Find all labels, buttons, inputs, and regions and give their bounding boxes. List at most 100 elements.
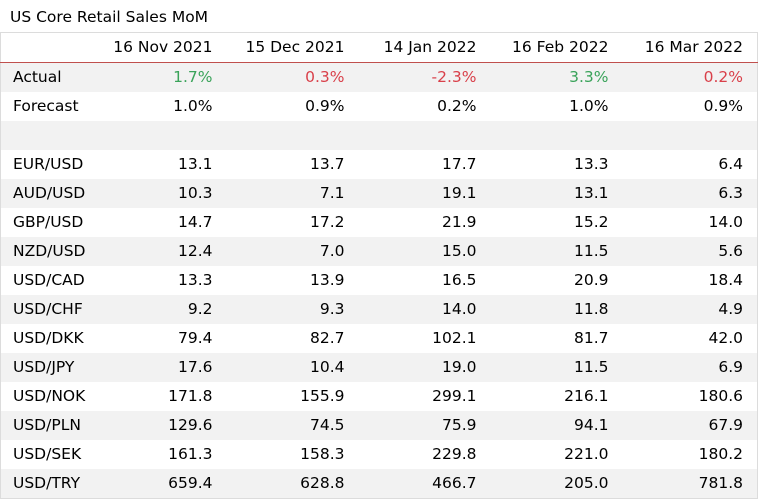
- table-cell: 13.1: [573, 184, 609, 202]
- table-cell: 10.4: [309, 358, 345, 376]
- table-cell: 11.8: [573, 300, 609, 318]
- table-cell: 13.1: [177, 155, 213, 173]
- row-label: Actual: [13, 68, 62, 86]
- table-row: EUR/USD 13.1 13.7 17.7 13.3 6.4: [1, 150, 758, 179]
- table-cell: 12.4: [177, 242, 213, 260]
- table-row: USD/TRY 659.4 628.8 466.7 205.0 781.8: [0, 469, 758, 499]
- column-header: 15 Dec 2021: [245, 38, 345, 56]
- table-cell: 216.1: [564, 387, 609, 405]
- column-header: 16 Mar 2022: [644, 38, 743, 56]
- table-cell: 205.0: [564, 474, 609, 492]
- table-cell: 6.9: [718, 358, 743, 376]
- table-cell: 13.3: [177, 271, 213, 289]
- actual-row: Actual 1.7% 0.3% -2.3% 3.3% 0.2%: [0, 62, 758, 92]
- table-cell: 16.5: [441, 271, 477, 289]
- table-row: NZD/USD 12.4 7.0 15.0 11.5 5.6: [0, 237, 758, 266]
- row-label: USD/SEK: [13, 445, 82, 463]
- row-label: USD/PLN: [13, 416, 81, 434]
- table-cell: 229.8: [432, 445, 477, 463]
- table-cell: 15.2: [573, 213, 609, 231]
- table-cell: 75.9: [441, 416, 477, 434]
- table-cell: 221.0: [564, 445, 609, 463]
- table-row: GBP/USD 14.7 17.2 21.9 15.2 14.0: [1, 208, 758, 237]
- table-cell: 180.6: [698, 387, 743, 405]
- table-cell: 19.0: [441, 358, 477, 376]
- table-row: USD/CAD 13.3 13.9 16.5 20.9 18.4: [1, 266, 758, 295]
- row-label: USD/TRY: [13, 474, 81, 492]
- row-label: USD/DKK: [13, 329, 84, 347]
- table-cell: 10.3: [177, 184, 213, 202]
- column-header: 16 Nov 2021: [113, 38, 213, 56]
- forecast-row: Forecast 1.0% 0.9% 0.2% 1.0% 0.9%: [1, 92, 758, 121]
- table-cell: 18.4: [708, 271, 743, 289]
- table-cell: 11.5: [573, 358, 609, 376]
- table-cell: 4.9: [718, 300, 743, 318]
- table-row: USD/DKK 79.4 82.7 102.1 81.7 42.0: [1, 324, 758, 353]
- table-cell: 20.9: [573, 271, 609, 289]
- forecast-value: 0.2%: [437, 97, 477, 115]
- table-cell: 13.9: [309, 271, 345, 289]
- table-cell: 81.7: [573, 329, 609, 347]
- forecast-value: 0.9%: [305, 97, 345, 115]
- table-cell: 21.9: [441, 213, 477, 231]
- table-cell: 129.6: [168, 416, 213, 434]
- table-cell: 158.3: [300, 445, 345, 463]
- table-cell: 102.1: [432, 329, 477, 347]
- row-label: USD/JPY: [13, 358, 75, 376]
- column-header: 14 Jan 2022: [383, 38, 477, 56]
- forecast-value: 0.9%: [703, 97, 743, 115]
- table-cell: 155.9: [300, 387, 345, 405]
- table-cell: 14.0: [708, 213, 743, 231]
- table-cell: 6.4: [718, 155, 743, 173]
- table-cell: 17.2: [309, 213, 345, 231]
- row-label: AUD/USD: [13, 184, 86, 202]
- actual-value: 3.3%: [569, 68, 609, 86]
- table-cell: 659.4: [168, 474, 213, 492]
- table-cell: 9.3: [319, 300, 345, 318]
- table-cell: 9.2: [187, 300, 213, 318]
- table-cell: 82.7: [309, 329, 345, 347]
- table-cell: 67.9: [708, 416, 743, 434]
- table-cell: 161.3: [168, 445, 213, 463]
- table-cell: 42.0: [708, 329, 743, 347]
- table-cell: 15.0: [441, 242, 477, 260]
- table-cell: 14.0: [441, 300, 477, 318]
- table-cell: 79.4: [177, 329, 213, 347]
- row-label: EUR/USD: [13, 155, 84, 173]
- table-cell: 7.0: [319, 242, 345, 260]
- table-cell: 180.2: [698, 445, 743, 463]
- table-cell: 11.5: [573, 242, 609, 260]
- row-label: USD/CHF: [13, 300, 83, 318]
- row-label: USD/CAD: [13, 271, 85, 289]
- table-cell: 7.1: [319, 184, 345, 202]
- data-table: 16 Nov 2021 15 Dec 2021 14 Jan 2022 16 F…: [0, 32, 758, 499]
- table-row: USD/NOK 171.8 155.9 299.1 216.1 180.6: [1, 382, 758, 411]
- table-cell: 17.7: [441, 155, 477, 173]
- table-cell: 781.8: [698, 474, 743, 492]
- table-cell: 299.1: [432, 387, 477, 405]
- header-row: 16 Nov 2021 15 Dec 2021 14 Jan 2022 16 F…: [0, 32, 758, 63]
- forecast-value: 1.0%: [173, 97, 213, 115]
- row-label: GBP/USD: [13, 213, 84, 231]
- table-cell: 5.6: [718, 242, 743, 260]
- table-cell: 94.1: [573, 416, 609, 434]
- row-label: Forecast: [13, 97, 79, 115]
- table-row: USD/SEK 161.3 158.3 229.8 221.0 180.2: [1, 440, 758, 469]
- table-row: USD/PLN 129.6 74.5 75.9 94.1 67.9: [0, 411, 758, 440]
- table-row: USD/CHF 9.2 9.3 14.0 11.8 4.9: [0, 295, 758, 324]
- row-label: USD/NOK: [13, 387, 86, 405]
- row-label: NZD/USD: [13, 242, 86, 260]
- spacer-cell: [1, 121, 758, 150]
- spacer-row: [0, 121, 758, 150]
- header-corner: [1, 33, 91, 63]
- table-cell: 74.5: [309, 416, 345, 434]
- actual-value: 1.7%: [173, 68, 213, 86]
- table-cell: 13.7: [309, 155, 345, 173]
- table-cell: 17.6: [177, 358, 213, 376]
- table-title: US Core Retail Sales MoM: [10, 8, 209, 26]
- table-cell: 13.3: [573, 155, 609, 173]
- table-cell: 14.7: [177, 213, 213, 231]
- table-cell: 19.1: [441, 184, 477, 202]
- table-cell: 628.8: [300, 474, 345, 492]
- table-cell: 466.7: [432, 474, 477, 492]
